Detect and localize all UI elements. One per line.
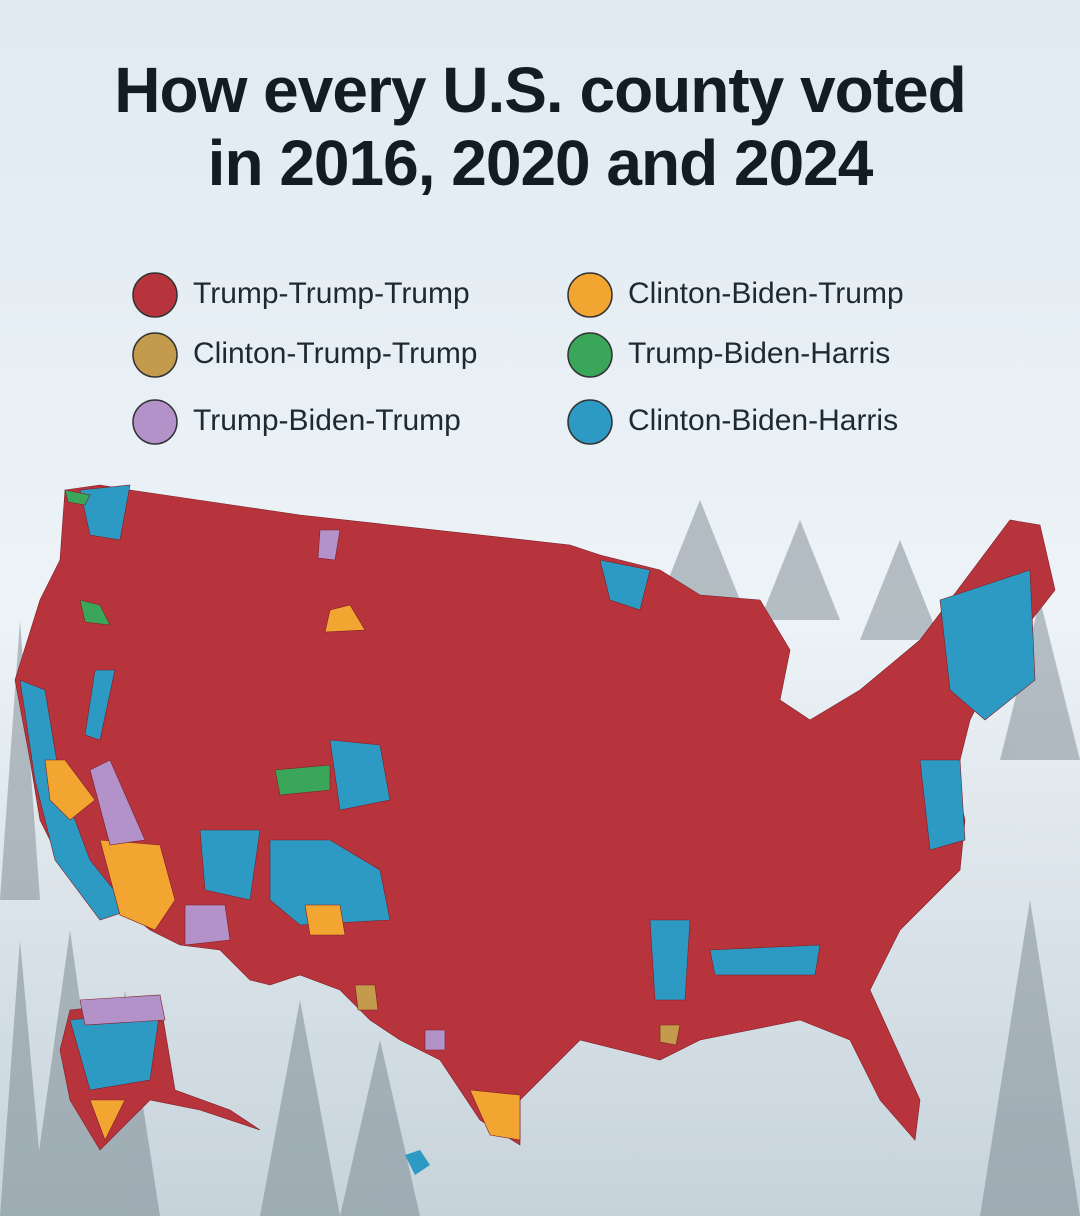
county-region (939, 569, 1036, 721)
county-region (329, 739, 391, 811)
title-line: in 2016, 2020 and 2024 (208, 127, 874, 199)
county-region (599, 559, 651, 611)
legend-swatch (132, 272, 178, 318)
legend-swatch (132, 399, 178, 445)
county-patches (19, 484, 1036, 1141)
county-region (919, 759, 966, 851)
county-region (79, 599, 111, 626)
county-region (14, 484, 1056, 1146)
legend-label: Trump-Biden-Harris (628, 337, 890, 370)
legend: Trump-Trump-Trump Clinton-Trump-Trump Trum… (132, 272, 904, 445)
county-region (649, 919, 691, 1001)
legend-label: Trump-Biden-Trump (193, 404, 461, 437)
county-region (89, 759, 146, 846)
county-region (99, 839, 176, 931)
county-region (354, 984, 379, 1011)
county-region (469, 1089, 521, 1141)
county-region (79, 484, 131, 541)
legend-swatch (567, 332, 613, 378)
legend-swatch (567, 399, 613, 445)
legend-label: Clinton-Biden-Harris (628, 404, 898, 437)
us-map (14, 484, 1056, 1175)
county-region (274, 764, 331, 796)
county-region (304, 904, 346, 936)
county-region (269, 839, 391, 926)
county-region (44, 759, 96, 821)
county-region (184, 904, 231, 946)
county-region (709, 944, 821, 976)
legend-swatch (567, 272, 613, 318)
county-region (324, 604, 366, 633)
title-line: How every U.S. county voted (114, 54, 965, 126)
county-region (64, 489, 91, 506)
legend-label: Clinton-Biden-Trump (628, 277, 904, 310)
county-region (89, 1099, 126, 1141)
county-region (84, 669, 116, 741)
county-region (199, 829, 261, 901)
legend-label: Trump-Trump-Trump (193, 277, 470, 310)
county-region (317, 529, 341, 561)
hawaii (405, 1150, 430, 1175)
legend-label: Clinton-Trump-Trump (193, 337, 478, 370)
county-region (79, 994, 166, 1026)
county-region (659, 1024, 681, 1046)
legend-swatch (132, 332, 178, 378)
county-region (424, 1029, 446, 1051)
